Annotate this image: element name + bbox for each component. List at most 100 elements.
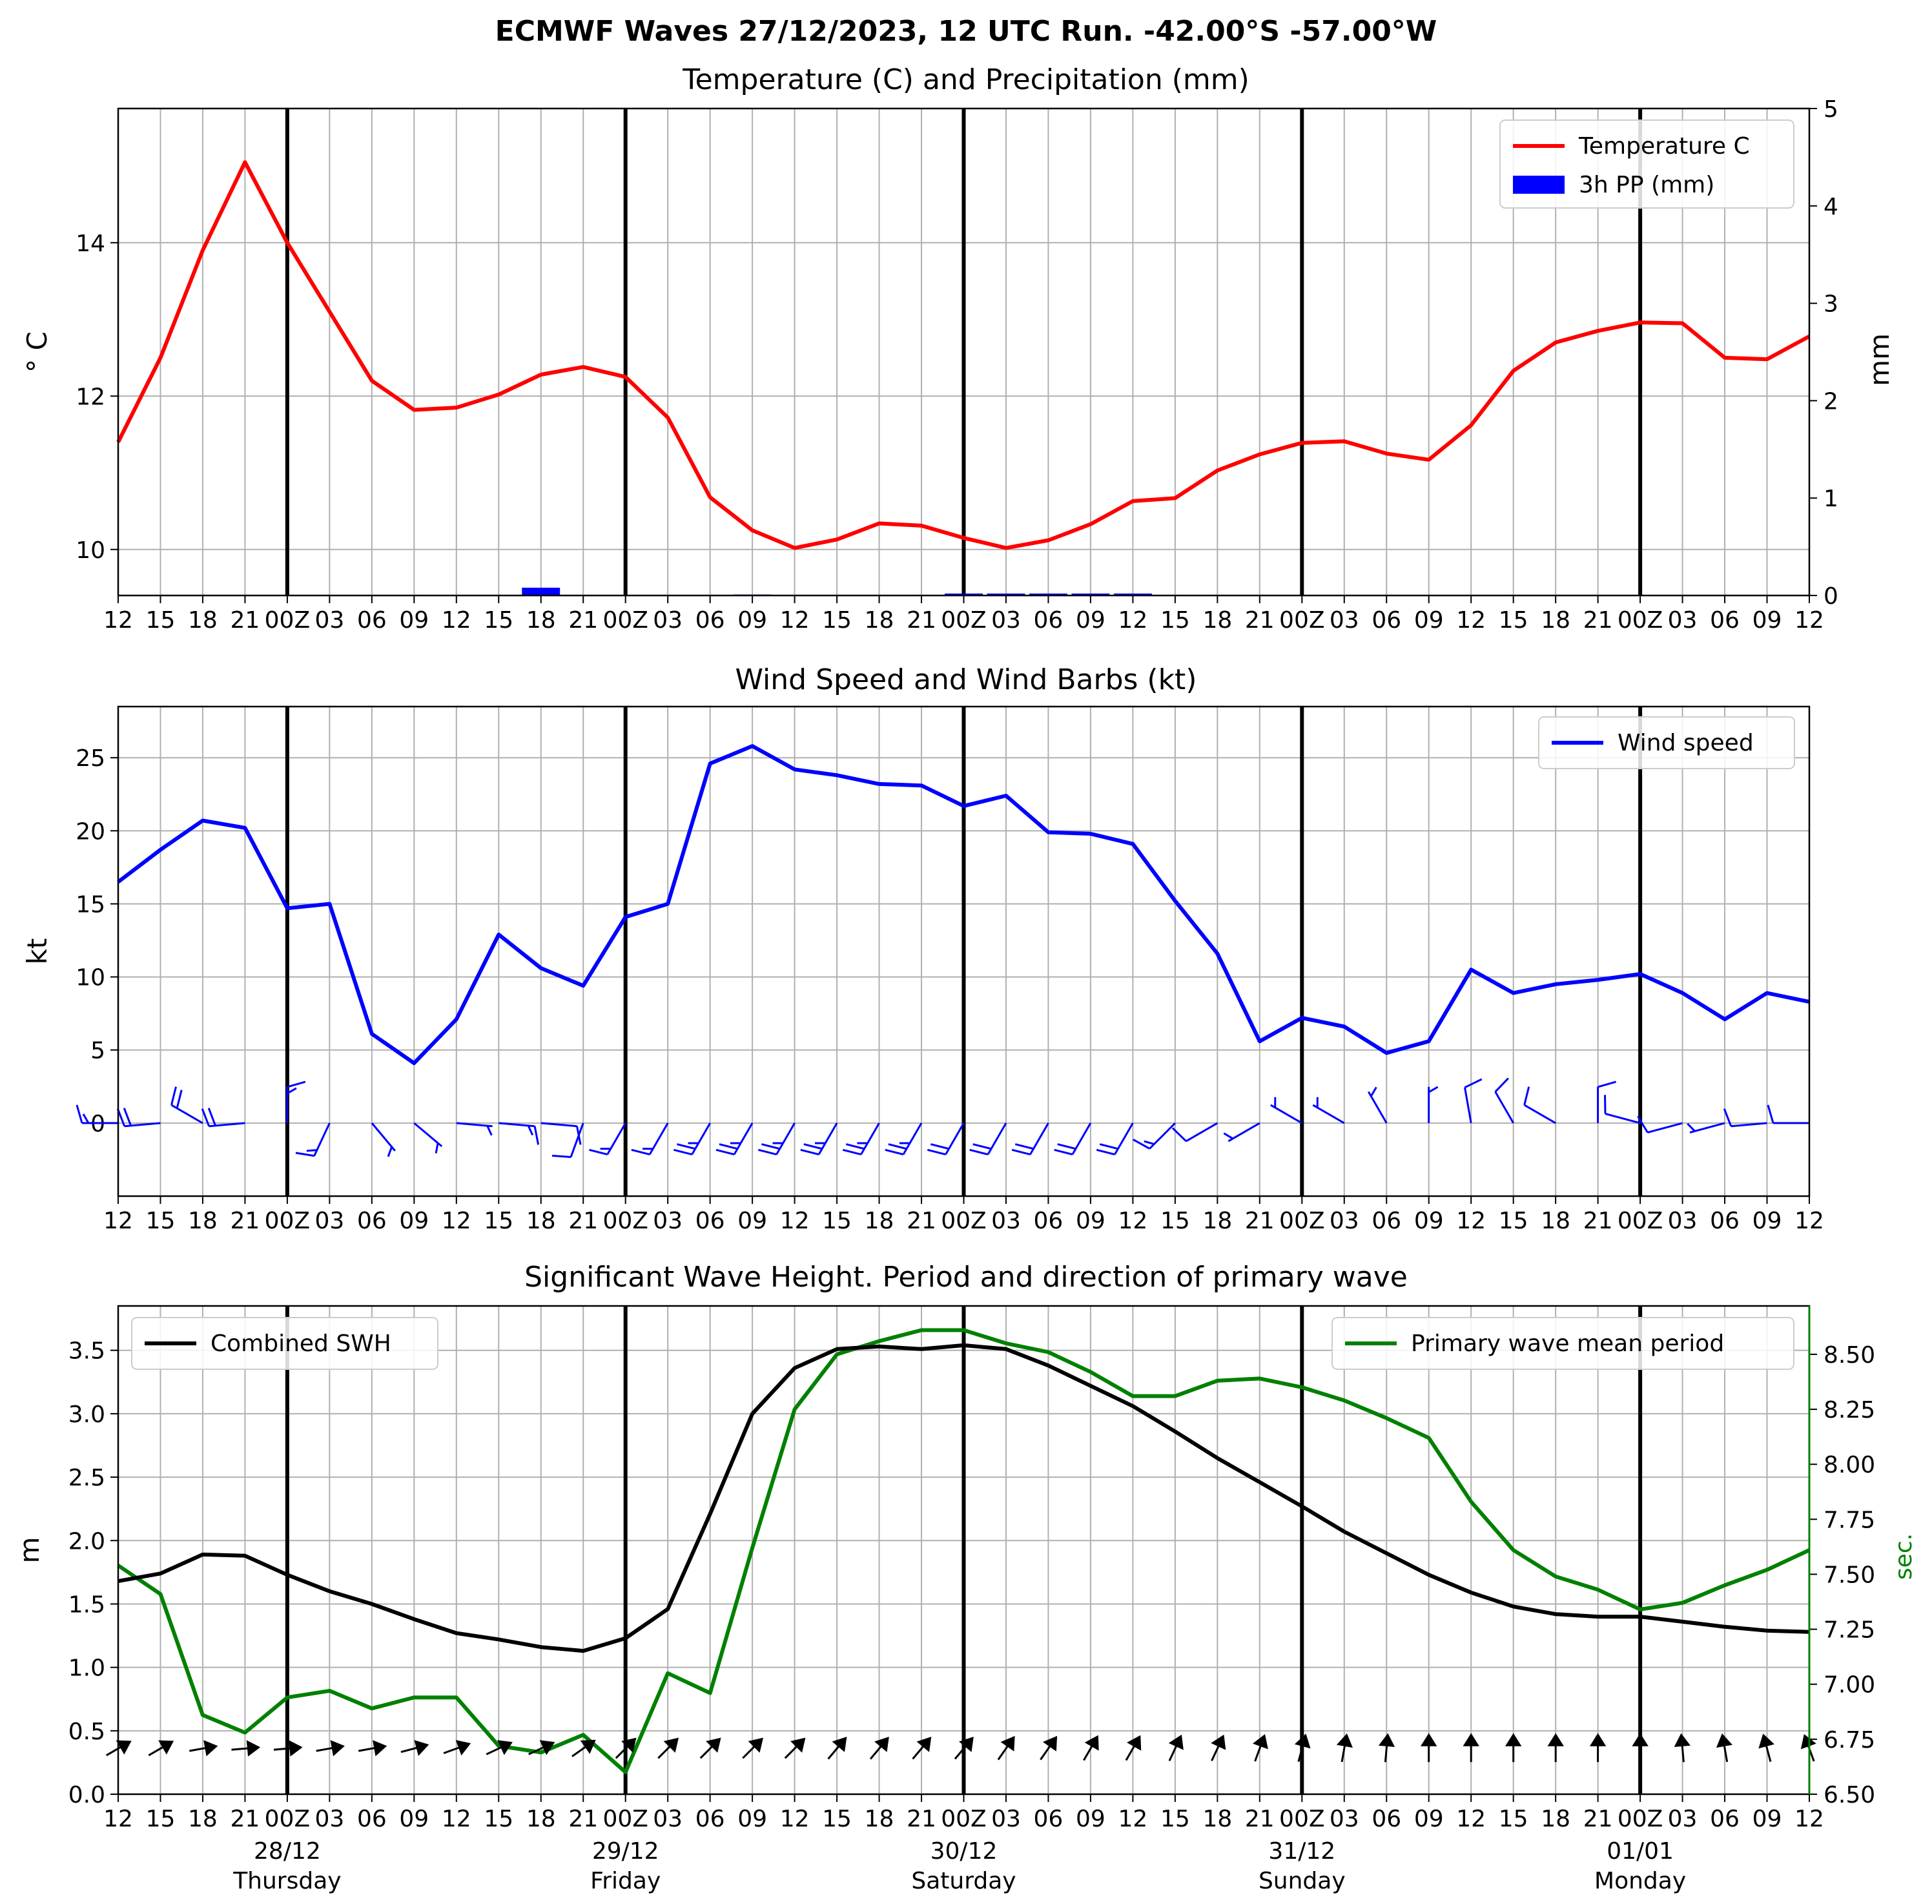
x-tick-label: 03 bbox=[1330, 1208, 1359, 1234]
wind-barb bbox=[927, 1123, 965, 1155]
x-tick-label: 18 bbox=[865, 607, 894, 634]
wind-barb bbox=[1011, 1123, 1049, 1155]
wind-barb bbox=[1368, 1086, 1388, 1124]
x-tick-label: 03 bbox=[1668, 607, 1698, 634]
x-tick-label: 12 bbox=[1456, 1208, 1486, 1234]
day-weekday-label: Thursday bbox=[232, 1868, 341, 1894]
wave-direction-arrow bbox=[1505, 1733, 1522, 1763]
wind-barb bbox=[295, 1123, 331, 1157]
wave-direction-arrow bbox=[742, 1737, 764, 1759]
x-tick-label: 00Z bbox=[941, 1806, 986, 1832]
wind-barb bbox=[456, 1122, 493, 1136]
wind-barb bbox=[589, 1123, 626, 1155]
y2-tick-label: 7.25 bbox=[1824, 1617, 1875, 1644]
wave-direction-arrow bbox=[1589, 1733, 1607, 1763]
x-tick-label: 00Z bbox=[1618, 1208, 1663, 1234]
y-tick-label: 15 bbox=[76, 891, 105, 918]
x-tick-label: 09 bbox=[1414, 607, 1444, 634]
x-tick-label: 03 bbox=[991, 1806, 1021, 1832]
x-tick-label: 12 bbox=[1118, 1208, 1147, 1234]
x-tick-label: 21 bbox=[568, 1208, 598, 1234]
x-tick-label: 12 bbox=[103, 1208, 133, 1234]
wind-barb bbox=[673, 1123, 711, 1155]
x-tick-label: 15 bbox=[1499, 607, 1528, 634]
wind-barb bbox=[1597, 1081, 1617, 1123]
day-weekday-label: Sunday bbox=[1259, 1868, 1346, 1894]
wind-barb bbox=[800, 1123, 838, 1155]
wind-barb bbox=[170, 1086, 203, 1124]
x-tick-label: 00Z bbox=[602, 607, 648, 634]
y-tick-label: 5 bbox=[90, 1038, 105, 1064]
x-tick-label: 12 bbox=[1456, 1806, 1486, 1832]
y-tick-label: 12 bbox=[76, 384, 105, 410]
x-tick-label: 06 bbox=[1034, 607, 1064, 634]
wind-barb bbox=[1464, 1078, 1483, 1124]
x-tick-label: 18 bbox=[1541, 1208, 1570, 1234]
legend-label: 3h PP (mm) bbox=[1579, 172, 1714, 198]
y2-tick-label: 5 bbox=[1824, 96, 1838, 123]
wind-barb bbox=[1133, 1122, 1176, 1150]
x-tick-label: 21 bbox=[907, 607, 936, 634]
wind-barb bbox=[551, 1123, 584, 1158]
x-tick-label: 00Z bbox=[941, 607, 986, 634]
y-tick-label: 3.5 bbox=[68, 1338, 105, 1365]
y2-axis-label: mm bbox=[1864, 333, 1895, 386]
x-tick-label: 12 bbox=[442, 607, 471, 634]
wave-direction-arrow bbox=[189, 1740, 218, 1757]
day-date-label: 30/12 bbox=[930, 1838, 998, 1865]
day-date-label: 01/01 bbox=[1607, 1838, 1674, 1865]
wave-panel: Significant Wave Height. Period and dire… bbox=[14, 1261, 1917, 1894]
x-tick-label: 03 bbox=[653, 1806, 683, 1832]
x-tick-label: 06 bbox=[1372, 1208, 1401, 1234]
x-tick-label: 09 bbox=[737, 1208, 767, 1234]
x-tick-label: 09 bbox=[1414, 1806, 1444, 1832]
x-tick-label: 09 bbox=[1752, 1208, 1782, 1234]
x-tick-label: 18 bbox=[1541, 1806, 1570, 1832]
x-tick-label: 03 bbox=[314, 607, 344, 634]
y-axis-label: ° C bbox=[21, 331, 53, 373]
x-tick-label: 15 bbox=[822, 607, 852, 634]
wave-direction-arrow bbox=[1253, 1733, 1268, 1762]
wave-direction-arrow bbox=[358, 1740, 387, 1757]
x-tick-label: 03 bbox=[314, 1806, 344, 1832]
wave-direction-arrow bbox=[1378, 1733, 1395, 1763]
x-tick-label: 21 bbox=[1245, 1208, 1275, 1234]
wind-barb bbox=[1523, 1086, 1556, 1124]
legend-box bbox=[1538, 716, 1795, 769]
day-weekday-label: Monday bbox=[1594, 1868, 1686, 1894]
legend-box bbox=[1499, 119, 1794, 209]
legend-box bbox=[131, 1317, 438, 1370]
y2-tick-label: 6.75 bbox=[1824, 1727, 1875, 1754]
wave-direction-arrow bbox=[528, 1740, 555, 1755]
x-tick-label: 06 bbox=[1710, 607, 1740, 634]
x-tick-label: 09 bbox=[1076, 607, 1105, 634]
x-tick-label: 18 bbox=[188, 607, 218, 634]
wave-direction-arrow bbox=[912, 1737, 932, 1760]
wave-direction-arrow bbox=[148, 1740, 174, 1757]
wave-direction-arrow bbox=[657, 1737, 679, 1759]
x-tick-label: 18 bbox=[188, 1806, 218, 1832]
wind-barb bbox=[540, 1122, 582, 1145]
wave-direction-arrow bbox=[1463, 1733, 1479, 1763]
plot-frame bbox=[117, 107, 1811, 597]
y2-tick-label: 7.00 bbox=[1824, 1672, 1875, 1699]
x-tick-label: 18 bbox=[1202, 1806, 1232, 1832]
wind-barb bbox=[1767, 1104, 1809, 1124]
wind-panel-title: Wind Speed and Wind Barbs (kt) bbox=[735, 663, 1197, 696]
x-tick-label: 03 bbox=[991, 1208, 1021, 1234]
x-tick-label: 21 bbox=[1583, 1806, 1613, 1832]
x-tick-label: 06 bbox=[1034, 1208, 1064, 1234]
wave-direction-arrow bbox=[1125, 1735, 1142, 1761]
wind-barb bbox=[715, 1123, 754, 1155]
x-tick-label: 15 bbox=[1160, 607, 1190, 634]
x-tick-label: 00Z bbox=[265, 1806, 310, 1832]
x-tick-label: 18 bbox=[1202, 1208, 1232, 1234]
wave-direction-arrow bbox=[827, 1737, 847, 1760]
x-tick-label: 12 bbox=[780, 1806, 810, 1832]
x-tick-label: 03 bbox=[314, 1208, 344, 1234]
wave-direction-arrow bbox=[954, 1737, 974, 1760]
x-tick-label: 00Z bbox=[602, 1806, 648, 1832]
x-tick-label: 15 bbox=[146, 1806, 176, 1832]
legend-box bbox=[1331, 1317, 1794, 1370]
